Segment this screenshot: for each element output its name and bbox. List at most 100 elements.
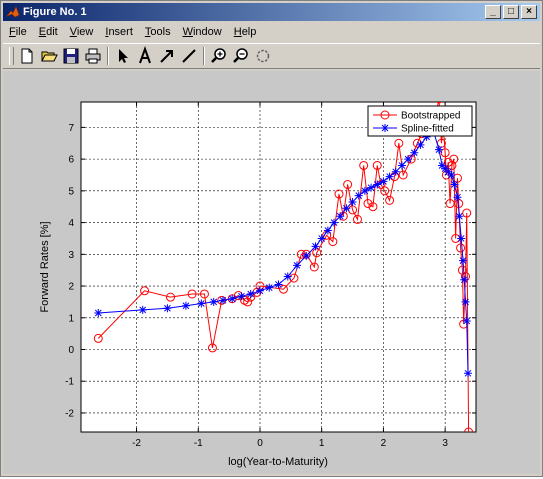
grid-lines xyxy=(81,102,476,432)
data-point xyxy=(323,226,332,235)
zoom-out-icon[interactable] xyxy=(231,46,251,66)
data-point xyxy=(283,272,292,281)
data-point xyxy=(444,167,453,176)
data-point xyxy=(360,186,369,195)
window-controls: _ □ × xyxy=(483,5,537,19)
data-point xyxy=(317,234,326,243)
data-point xyxy=(445,199,455,209)
minimize-button[interactable]: _ xyxy=(485,5,501,19)
y-tick-label: 5 xyxy=(68,186,74,197)
data-point xyxy=(422,132,431,141)
axis-ticks: -2 -1 0 1 2 3 -2 -1 0 1 2 3 4 5 6 7 xyxy=(65,102,476,449)
x-tick-label: 1 xyxy=(319,438,325,449)
data-point xyxy=(462,316,471,325)
menu-window[interactable]: Window xyxy=(182,26,222,38)
data-point xyxy=(163,304,172,313)
figure-canvas: -2 -1 0 1 2 3 -2 -1 0 1 2 3 4 5 6 7 log(Year-to-Maturit… xyxy=(3,71,540,474)
x-tick-label: 2 xyxy=(381,438,387,449)
insert-arrow-icon[interactable] xyxy=(157,46,177,66)
data-point xyxy=(410,148,419,157)
data-point xyxy=(197,299,206,308)
data-point xyxy=(165,292,175,302)
data-point xyxy=(459,319,469,329)
menu-view[interactable]: View xyxy=(69,26,94,38)
print-icon[interactable] xyxy=(83,46,103,66)
menu-file[interactable]: File xyxy=(9,26,27,38)
data-point xyxy=(265,283,274,292)
toolbar xyxy=(3,43,540,69)
data-point xyxy=(435,102,443,104)
y-tick-label: 4 xyxy=(68,218,74,229)
data-point xyxy=(453,193,462,202)
data-point xyxy=(138,305,147,314)
data-point xyxy=(342,204,351,213)
select-arrow-icon[interactable] xyxy=(113,46,133,66)
data-point xyxy=(447,170,456,179)
data-point xyxy=(243,297,253,307)
data-point xyxy=(359,160,369,170)
data-point xyxy=(456,243,466,253)
x-axis-label: log(Year-to-Maturity) xyxy=(228,456,328,468)
data-point xyxy=(354,191,363,200)
maximize-button[interactable]: □ xyxy=(503,5,519,19)
data-point xyxy=(464,427,474,432)
data-point xyxy=(348,197,357,206)
data-point xyxy=(461,297,470,306)
rotate-icon[interactable] xyxy=(253,46,273,66)
toolbar-separator xyxy=(203,47,205,65)
data-point xyxy=(209,297,218,306)
data-point xyxy=(391,167,400,176)
open-file-icon[interactable] xyxy=(39,46,59,66)
toolbar-grip[interactable] xyxy=(9,47,14,65)
insert-text-icon[interactable] xyxy=(135,46,155,66)
data-point xyxy=(452,173,462,183)
data-point xyxy=(312,248,322,258)
axes-background[interactable] xyxy=(81,102,476,432)
data-point xyxy=(457,234,466,243)
legend-label: Spline-fitted xyxy=(401,124,454,135)
menu-edit[interactable]: Edit xyxy=(38,26,58,38)
window-title: Figure No. 1 xyxy=(23,6,87,18)
menu-tools[interactable]: Tools xyxy=(144,26,171,38)
data-point xyxy=(199,289,209,299)
data-point xyxy=(450,180,459,189)
data-point xyxy=(373,180,382,189)
data-point xyxy=(140,286,150,296)
menu-help[interactable]: Help xyxy=(233,26,257,38)
data-point xyxy=(278,284,288,294)
new-figure-icon[interactable] xyxy=(17,46,37,66)
data-point xyxy=(379,177,388,186)
data-point xyxy=(228,294,237,303)
save-icon[interactable] xyxy=(61,46,81,66)
x-tick-label: -2 xyxy=(132,438,141,449)
series-spline-fitted xyxy=(94,124,472,378)
data-point xyxy=(462,208,472,218)
data-point xyxy=(246,289,255,298)
data-point xyxy=(328,237,338,247)
y-tick-label: -2 xyxy=(65,408,74,419)
data-point xyxy=(416,140,425,149)
data-point xyxy=(181,301,190,310)
data-point xyxy=(368,202,378,212)
legend-marker xyxy=(380,110,390,120)
data-point xyxy=(311,242,320,251)
insert-line-icon[interactable] xyxy=(179,46,199,66)
data-point xyxy=(459,256,468,265)
data-point xyxy=(218,296,227,305)
data-point xyxy=(385,172,394,181)
data-point xyxy=(309,262,319,272)
menu-insert[interactable]: Insert xyxy=(105,26,133,38)
legend-marker xyxy=(381,124,389,132)
data-point xyxy=(353,214,362,224)
close-button[interactable]: × xyxy=(521,5,537,19)
plot-svg: -2 -1 0 1 2 3 -2 -1 0 1 2 3 4 5 6 7 log(Year-to-Maturit… xyxy=(39,101,477,468)
data-point xyxy=(404,155,413,164)
y-tick-label: 6 xyxy=(68,155,74,166)
data-point xyxy=(302,251,311,260)
data-point xyxy=(94,309,103,318)
data-point xyxy=(440,148,450,158)
zoom-in-icon[interactable] xyxy=(209,46,229,66)
title-bar[interactable]: Figure No. 1 _ □ × xyxy=(3,3,540,21)
legend[interactable]: Bootstrapped Spline-fitted xyxy=(367,105,473,137)
axes-box xyxy=(80,101,477,433)
